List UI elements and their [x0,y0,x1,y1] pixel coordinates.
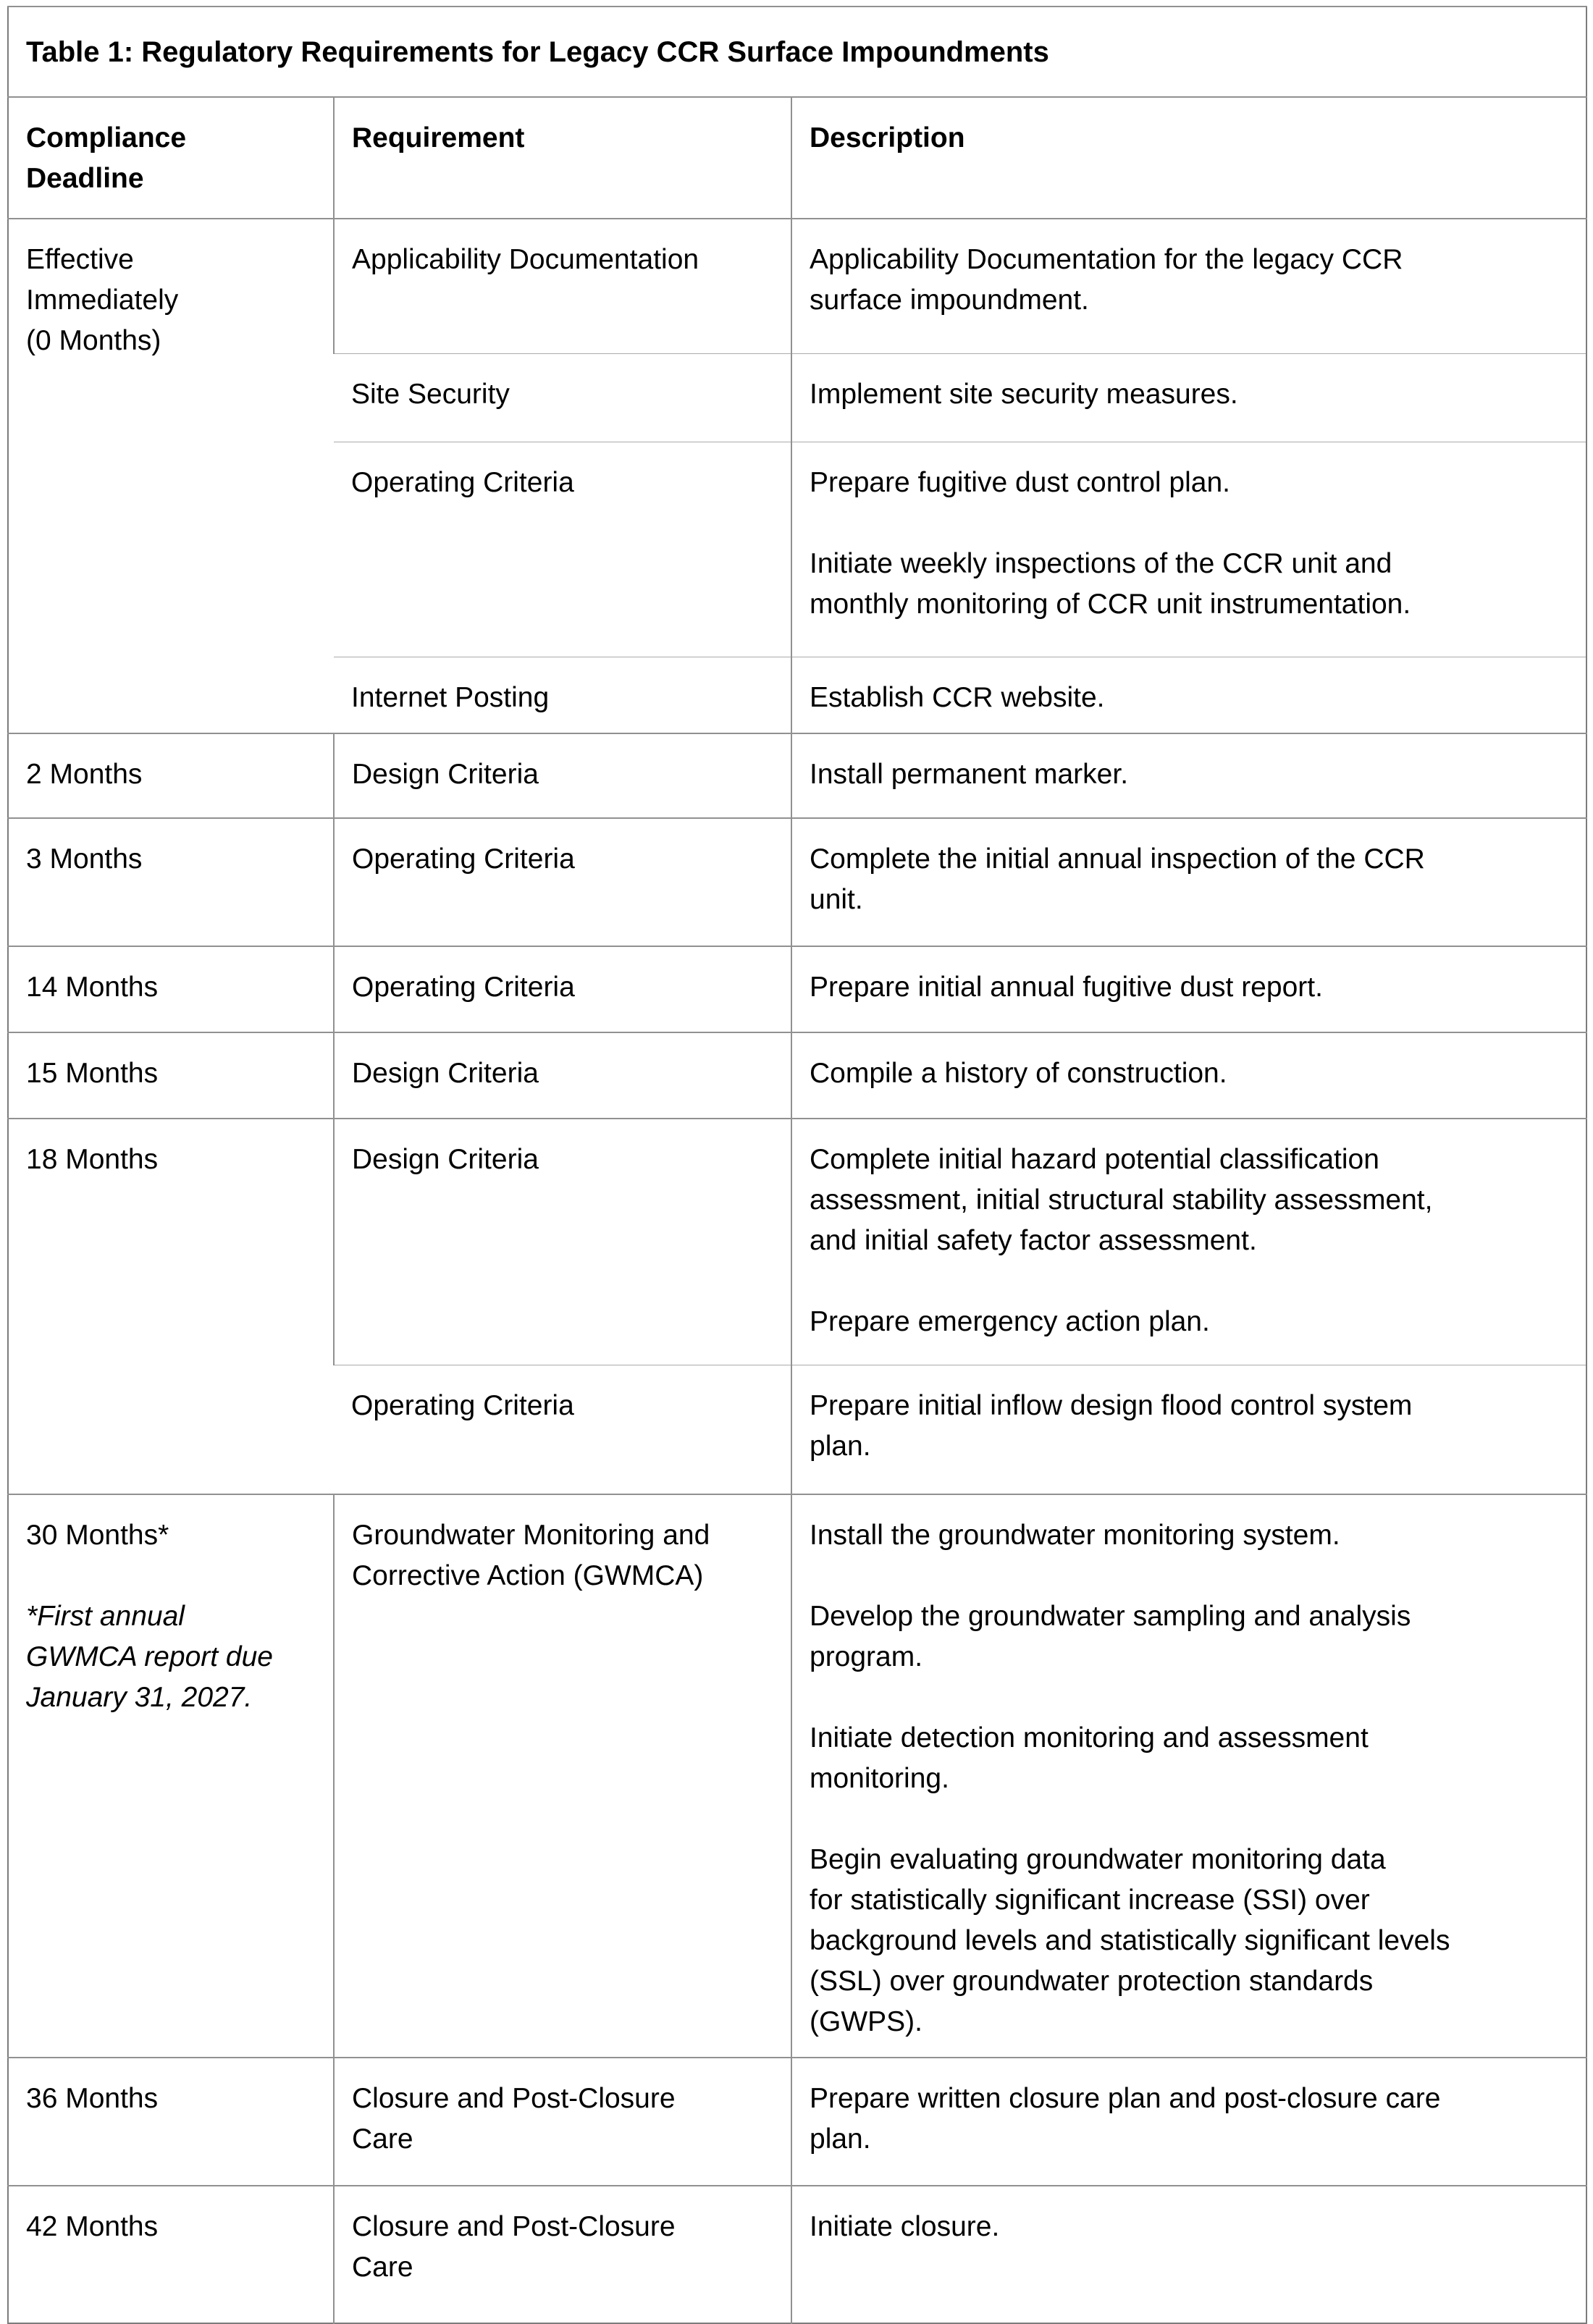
deadline-footnote: *First annual GWMCA report due January 3… [26,1600,273,1713]
table-row: 18 Months Design Criteria Complete initi… [8,1117,1586,1494]
requirement-cell: Operating Criteria [334,1365,791,1494]
description-cell: Complete the initial annual inspection o… [791,817,1586,946]
deadline-cell: 36 Months [8,2056,334,2186]
requirement-cell: Internet Posting [334,656,791,733]
table-row: 14 Months Operating Criteria Prepare ini… [8,945,1586,1032]
deadline-label: 30 Months* [26,1519,169,1551]
deadline-cell: Effective Immediately (0 Months) [8,218,334,733]
table-row: Effective Immediately (0 Months) Applica… [8,218,1586,733]
table-row: 42 Months Closure and Post-Closure Care … [8,2184,1586,2323]
deadline-cell: 14 Months [8,945,334,1032]
col-header-requirement: Requirement [333,96,791,219]
requirement-cell: Applicability Documentation [333,218,791,353]
col-header-compliance-deadline: Compliance Deadline [8,96,334,219]
regulatory-requirements-table: Table 1: Regulatory Requirements for Leg… [7,6,1587,2324]
table-row: Operating Criteria Prepare initial inflo… [8,1365,1586,1494]
table-row: 15 Months Design Criteria Compile a hist… [8,1031,1586,1119]
col-header-description: Description [791,96,1586,219]
table-title: Table 1: Regulatory Requirements for Leg… [8,6,1586,97]
table-row: Operating Criteria Prepare fugitive dust… [8,441,1586,657]
header-row: Compliance Deadline Requirement Descript… [8,96,1586,219]
requirement-cell: Closure and Post-Closure Care [333,2056,791,2186]
requirement-cell: Closure and Post-Closure Care [333,2184,791,2323]
deadline-cell: 42 Months [8,2184,334,2323]
table-row: Site Security Implement site security me… [8,353,1586,442]
description-cell: Prepare initial annual fugitive dust rep… [791,945,1586,1032]
table-row: 3 Months Operating Criteria Complete the… [8,817,1586,946]
description-cell: Install the groundwater monitoring syste… [791,1493,1586,2058]
description-cell: Complete initial hazard potential classi… [791,1117,1586,1365]
deadline-cell: 3 Months [8,817,334,946]
title-row: Table 1: Regulatory Requirements for Leg… [8,6,1586,97]
table-row: 2 Months Design Criteria Install permane… [8,732,1586,818]
deadline-cell: 15 Months [8,1031,334,1119]
table-row: 36 Months Closure and Post-Closure Care … [8,2056,1586,2186]
requirement-cell: Operating Criteria [333,817,791,946]
description-cell: Prepare written closure plan and post-cl… [791,2056,1586,2186]
description-cell: Implement site security measures. [791,353,1586,442]
requirement-cell: Operating Criteria [333,945,791,1032]
deadline-cell: 2 Months [8,732,334,818]
table-row: 30 Months* *First annual GWMCA report du… [8,1493,1586,2058]
requirement-cell: Site Security [334,353,791,442]
requirement-cell: Operating Criteria [334,441,791,657]
description-cell: Prepare initial inflow design flood cont… [791,1365,1586,1494]
description-cell: Install permanent marker. [791,732,1586,818]
table-row: Internet Posting Establish CCR website. [8,656,1586,733]
description-cell: Initiate closure. [791,2184,1586,2323]
description-cell: Prepare fugitive dust control plan. Init… [791,441,1586,657]
description-cell: Applicability Documentation for the lega… [791,218,1586,353]
deadline-cell: 30 Months* *First annual GWMCA report du… [8,1493,334,2058]
description-cell: Establish CCR website. [791,656,1586,733]
requirement-cell: Design Criteria [333,1031,791,1119]
deadline-cell: 18 Months [8,1117,334,1494]
requirement-cell: Groundwater Monitoring and Corrective Ac… [333,1493,791,2058]
description-cell: Compile a history of construction. [791,1031,1586,1119]
requirement-cell: Design Criteria [333,1117,791,1365]
requirement-cell: Design Criteria [333,732,791,818]
